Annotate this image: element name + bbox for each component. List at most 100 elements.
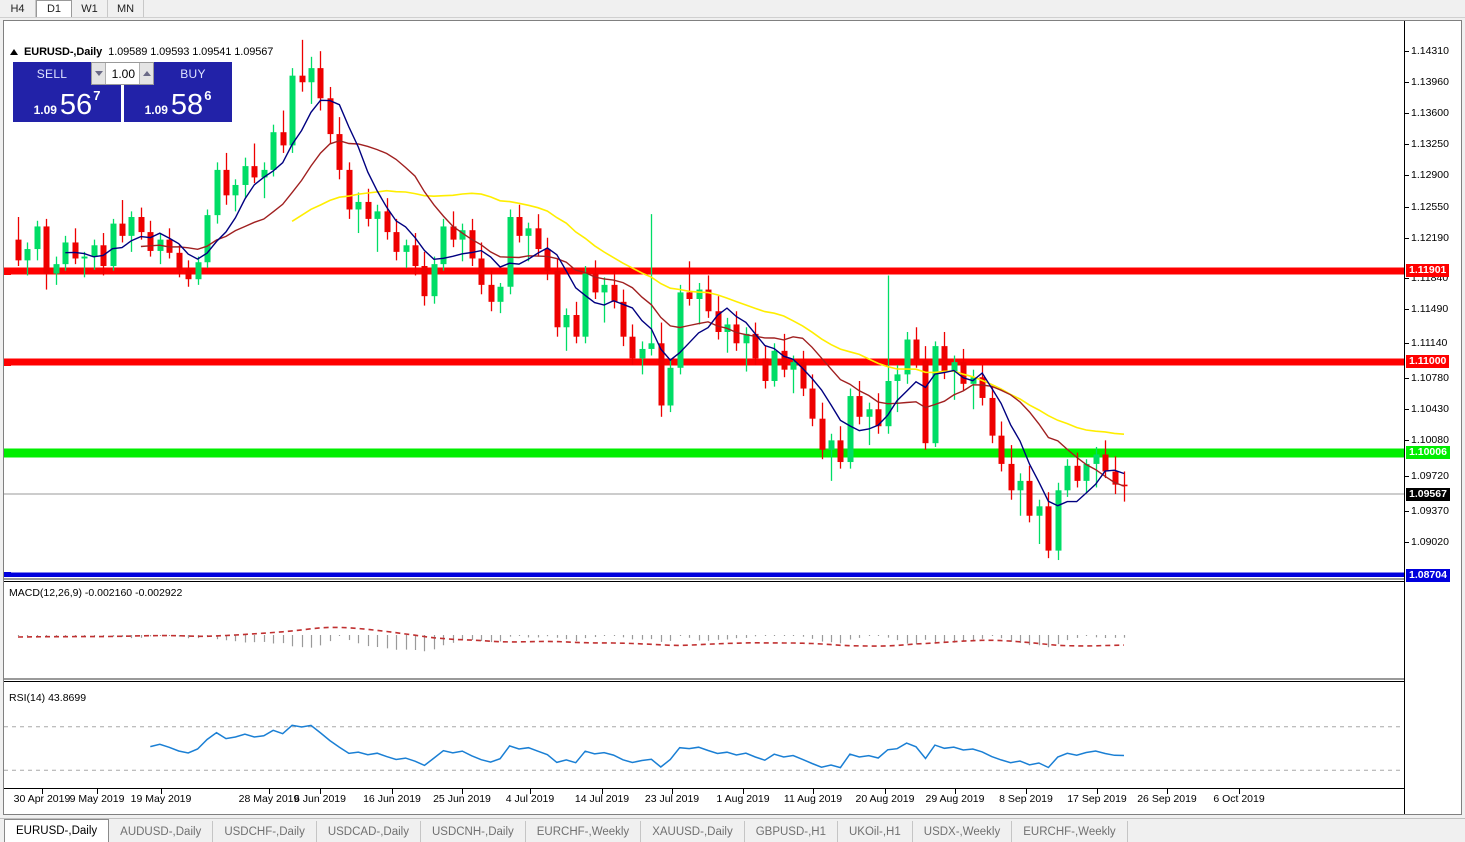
time-axis-label: 20 Aug 2019 <box>855 793 915 805</box>
time-axis-label: 8 Sep 2019 <box>999 793 1053 805</box>
buy-price-fraction: 6 <box>204 88 212 103</box>
timeframe-h4[interactable]: H4 <box>0 0 36 17</box>
timeframe-mn-label: MN <box>116 2 135 15</box>
lower-level-badge[interactable]: 1.08704 <box>1406 569 1450 582</box>
time-axis-label: 9 May 2019 <box>69 793 125 805</box>
macd-pane[interactable] <box>4 581 1406 678</box>
oct-top-row: SELL 1.00 BUY <box>13 62 232 85</box>
price-tick: 1.13600 <box>1405 107 1449 119</box>
time-axis-label: 6 Jun 2019 <box>294 793 346 805</box>
buy-price-button[interactable]: 1.09 58 6 <box>124 85 232 122</box>
timeframe-d1[interactable]: D1 <box>36 0 72 17</box>
sell-price-button[interactable]: 1.09 56 7 <box>13 85 121 122</box>
support-level-badge[interactable]: 1.10006 <box>1406 446 1450 459</box>
resistance-level-badge-2[interactable]: 1.11000 <box>1406 355 1450 368</box>
time-tick <box>392 789 393 794</box>
current-price-badge[interactable]: 1.09567 <box>1406 488 1450 501</box>
buy-price-prefix: 1.09 <box>144 103 168 117</box>
timeframe-w1[interactable]: W1 <box>72 0 108 17</box>
time-axis-label: 28 May 2019 <box>238 793 300 805</box>
time-tick <box>320 789 321 794</box>
price-tick: 1.09720 <box>1405 470 1449 482</box>
time-tick <box>1167 789 1168 794</box>
price-tick: 1.14310 <box>1405 45 1449 57</box>
sell-price-prefix: 1.09 <box>33 103 57 117</box>
volume-decrease-button[interactable] <box>92 63 106 84</box>
time-tick <box>672 789 673 794</box>
chart-symbol-header: EURUSD-,Daily 1.09589 1.09593 1.09541 1.… <box>10 45 273 59</box>
time-tick <box>97 789 98 794</box>
time-tick <box>269 789 270 794</box>
oct-price-row: 1.09 56 7 1.09 58 6 <box>13 85 232 122</box>
symbol-tab[interactable]: EURCHF-,Weekly <box>526 821 642 842</box>
one-click-trading-panel: SELL 1.00 BUY 1.09 56 7 1.09 58 6 <box>13 62 232 122</box>
rsi-pane[interactable] <box>4 681 1406 809</box>
time-tick <box>161 789 162 794</box>
price-tick: 1.13960 <box>1405 76 1449 88</box>
symbol-tab[interactable]: XAUUSD-,Daily <box>641 821 745 842</box>
collapse-caret-icon[interactable] <box>10 49 18 55</box>
symbol-tab[interactable]: GBPUSD-,H1 <box>745 821 838 842</box>
time-axis-label: 1 Aug 2019 <box>716 793 770 805</box>
sell-price-main: 56 <box>59 89 93 122</box>
time-tick <box>1239 789 1240 794</box>
time-axis-label: 25 Jun 2019 <box>433 793 491 805</box>
pane-divider-2 <box>4 678 1461 680</box>
volume-stepper[interactable]: 1.00 <box>91 62 154 85</box>
time-axis-label: 17 Sep 2019 <box>1067 793 1127 805</box>
resistance-level-badge[interactable]: 1.11901 <box>1406 264 1450 277</box>
time-axis-label: 11 Aug 2019 <box>783 793 843 805</box>
chart-ohlc-values: 1.09589 1.09593 1.09541 1.09567 <box>108 46 274 58</box>
time-tick <box>885 789 886 794</box>
sell-label-button[interactable]: SELL <box>13 62 91 85</box>
time-tick <box>955 789 956 794</box>
time-tick <box>813 789 814 794</box>
time-tick <box>602 789 603 794</box>
symbol-tab[interactable]: EURCHF-,Weekly <box>1012 821 1128 842</box>
timeframe-d1-label: D1 <box>46 3 62 15</box>
symbol-tab[interactable]: UKOil-,H1 <box>838 821 913 842</box>
sell-price-fraction: 7 <box>93 88 101 103</box>
time-axis-label: 4 Jul 2019 <box>505 793 555 805</box>
time-tick <box>1097 789 1098 794</box>
symbol-tab[interactable]: USDCNH-,Daily <box>421 821 526 842</box>
time-axis-label: 16 Jun 2019 <box>363 793 421 805</box>
time-tick <box>743 789 744 794</box>
buy-label-button[interactable]: BUY <box>154 62 232 85</box>
price-pane[interactable] <box>4 21 1406 577</box>
price-tick: 1.10080 <box>1405 434 1449 446</box>
price-tick: 1.11490 <box>1405 303 1448 315</box>
symbol-tab[interactable]: USDX-,Weekly <box>913 821 1013 842</box>
time-tick <box>1026 789 1027 794</box>
rsi-chart <box>4 682 1406 809</box>
price-tick: 1.12900 <box>1405 169 1449 181</box>
time-tick <box>42 789 43 794</box>
symbol-tab[interactable]: AUDUSD-,Daily <box>109 821 214 842</box>
rsi-label: RSI(14) 43.8699 <box>9 692 87 704</box>
price-scale[interactable]: 1.14310 1.13960 1.13600 1.13250 1.12900 1.125… <box>1404 21 1461 814</box>
chart-symbol-name: EURUSD-,Daily <box>24 46 103 58</box>
candlestick-chart <box>4 21 1406 577</box>
volume-increase-button[interactable] <box>139 63 153 84</box>
time-axis-label: 19 May 2019 <box>130 793 192 805</box>
symbol-tab-strip: EURUSD-,Daily AUDUSD-,Daily USDCHF-,Daily U… <box>0 818 1465 842</box>
symbol-tab[interactable]: USDCHF-,Daily <box>213 821 317 842</box>
symbol-tab-active[interactable]: EURUSD-,Daily <box>4 819 110 842</box>
symbol-tab[interactable]: USDCAD-,Daily <box>317 821 421 842</box>
buy-price-main: 58 <box>170 89 204 122</box>
time-axis: 30 Apr 2019 9 May 2019 19 May 2019 28 May 2… <box>4 788 1406 814</box>
price-tick: 1.12190 <box>1405 232 1449 244</box>
price-tick: 1.12550 <box>1405 201 1449 213</box>
time-tick <box>530 789 531 794</box>
timeframe-mn[interactable]: MN <box>108 0 144 17</box>
volume-value[interactable]: 1.00 <box>111 66 135 81</box>
chart-window[interactable]: EURUSD-,Daily 1.09589 1.09593 1.09541 1.… <box>3 20 1462 815</box>
price-tick: 1.11140 <box>1405 337 1447 349</box>
price-tick: 1.13250 <box>1405 138 1449 150</box>
time-tick <box>462 789 463 794</box>
time-axis-label: 26 Sep 2019 <box>1137 793 1197 805</box>
timeframe-toolbar: H4 D1 W1 MN <box>0 0 1465 18</box>
time-axis-label: 29 Aug 2019 <box>925 793 985 805</box>
pane-divider-1 <box>4 578 1461 580</box>
